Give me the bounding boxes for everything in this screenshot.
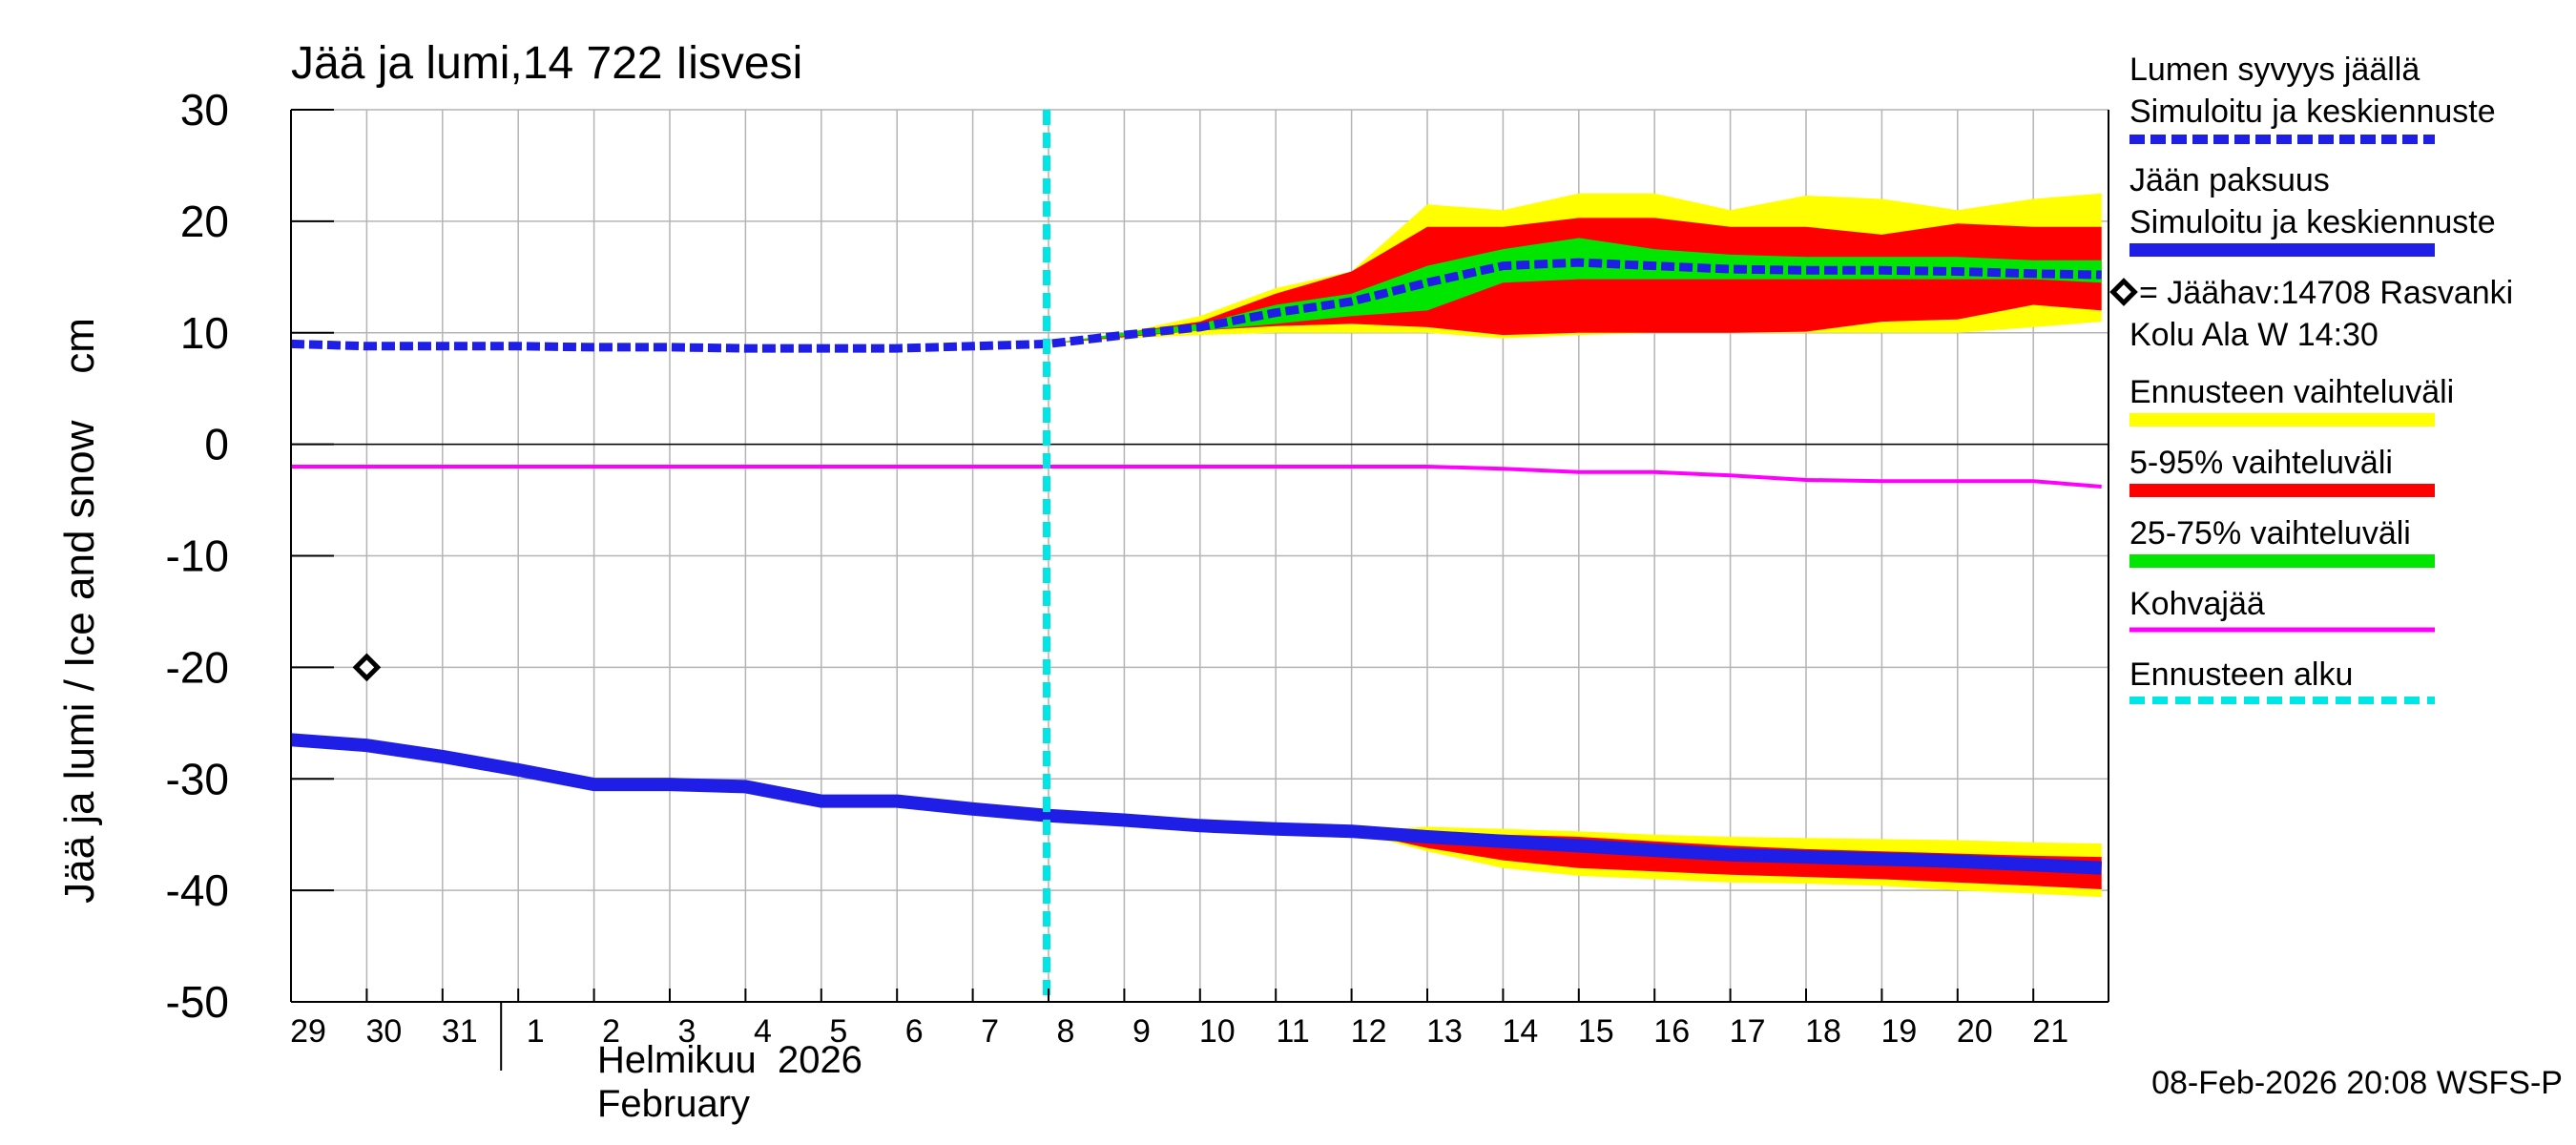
x-tick-label-6: 4 xyxy=(754,1013,772,1050)
observation-marker-0 xyxy=(352,653,382,682)
x-tick-label-21: 19 xyxy=(1880,1013,1917,1050)
legend: Lumen syvyys jäällä Simuloitu ja keskien… xyxy=(2109,52,2513,704)
x-tick-label-14: 12 xyxy=(1351,1013,1387,1050)
y-tick-label-1: 20 xyxy=(180,197,229,246)
x-tick-label-19: 17 xyxy=(1730,1013,1766,1050)
legend-observation-marker xyxy=(2109,278,2138,306)
x-tick-label-11: 9 xyxy=(1132,1013,1151,1050)
legend-snow-label: Simuloitu ja keskiennuste xyxy=(2129,94,2496,130)
y-tick-label-3: 0 xyxy=(204,420,229,469)
x-tick-label-15: 13 xyxy=(1426,1013,1463,1050)
legend-red-label: 5-95% vaihteluväli xyxy=(2129,445,2393,481)
timestamp: 08-Feb-2026 20:08 WSFS-P xyxy=(2151,1065,2563,1101)
legend-kohva-label: Kohvajää xyxy=(2129,586,2265,622)
y-tick-label-7: -40 xyxy=(166,865,229,915)
y-tick-label-2: 10 xyxy=(180,308,229,358)
chart-title: Jää ja lumi,14 722 Iisvesi xyxy=(291,38,802,89)
x-tick-label-1: 30 xyxy=(365,1013,402,1050)
month-label-fi: Helmikuu 2026 xyxy=(597,1039,862,1081)
legend-start-label: Ennusteen alku xyxy=(2129,656,2353,693)
y-tick-label-4: -10 xyxy=(166,531,229,581)
x-tick-label-5: 3 xyxy=(678,1013,696,1050)
kohva-line xyxy=(291,465,2102,489)
y-axis-label: Jää ja lumi / Ice and snow cm xyxy=(56,318,103,904)
legend-ice-label: Simuloitu ja keskiennuste xyxy=(2129,204,2496,240)
snow-depth-line xyxy=(290,258,2102,353)
y-tick-label-8: -50 xyxy=(166,977,229,1027)
x-tick-label-13: 11 xyxy=(1277,1013,1310,1050)
x-tick-label-18: 16 xyxy=(1653,1013,1690,1050)
x-tick-label-20: 18 xyxy=(1805,1013,1841,1050)
legend-observation-label-2: Kolu Ala W 14:30 xyxy=(2129,317,2379,353)
snow-green-band xyxy=(1049,238,2102,344)
x-tick-label-9: 7 xyxy=(981,1013,999,1050)
x-tick-label-10: 8 xyxy=(1057,1013,1075,1050)
y-tick-label-5: -20 xyxy=(166,642,229,692)
x-tick-label-2: 31 xyxy=(442,1013,478,1050)
x-tick-label-7: 5 xyxy=(829,1013,847,1050)
x-tick-label-22: 20 xyxy=(1957,1013,1993,1050)
legend-yellow-label: Ennusteen vaihteluväli xyxy=(2129,374,2454,410)
x-tick-label-16: 14 xyxy=(1502,1013,1538,1050)
x-tick-label-17: 15 xyxy=(1578,1013,1614,1050)
y-tick-label-6: -30 xyxy=(166,754,229,803)
x-tick-label-0: 29 xyxy=(290,1013,326,1050)
x-tick-label-4: 2 xyxy=(602,1013,620,1050)
ice-thickness-line xyxy=(290,733,2103,875)
legend-observation-label: = Jäähav:14708 Rasvanki xyxy=(2139,275,2513,311)
x-tick-label-12: 10 xyxy=(1199,1013,1236,1050)
x-tick-label-3: 1 xyxy=(527,1013,545,1050)
x-tick-label-23: 21 xyxy=(2032,1013,2068,1050)
legend-ice-header: Jään paksuus xyxy=(2129,162,2330,198)
y-tick-label-0: 30 xyxy=(180,85,229,135)
x-tick-label-8: 6 xyxy=(905,1013,924,1050)
legend-green-label: 25-75% vaihteluväli xyxy=(2129,515,2411,552)
month-label-en: February xyxy=(597,1083,750,1125)
legend-snow-header: Lumen syvyys jäällä xyxy=(2129,52,2420,88)
